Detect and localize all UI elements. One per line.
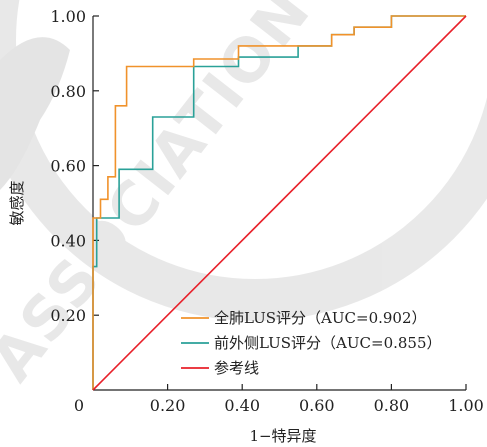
x-tick-label: 0.60 [299,396,335,415]
series-line [92,15,467,391]
x-tick-label: 1.00 [448,396,484,415]
y-tick-label: 1.00 [50,7,86,26]
x-tick-label: 0.80 [374,396,410,415]
x-tick-label: 0 [74,396,84,415]
x-axis-label: 1−特异度 [249,427,316,445]
y-tick-label: 0.60 [50,157,86,176]
y-tick-label: 0.20 [50,306,86,325]
x-tick-label: 0.40 [224,396,260,415]
y-tick-label: 0.40 [50,231,86,250]
legend: 全肺LUS评分（AUC=0.902） 前外侧LUS评分（AUC=0.855） 参考线 [181,309,442,377]
x-tick-label: 0.20 [150,396,186,415]
watermark-ring [0,0,487,321]
legend-label: 前外侧LUS评分（AUC=0.855） [214,334,442,352]
series-lines [92,15,467,391]
y-axis-label: 敏感度 [8,180,26,225]
x-axis-ticks: 0 0.20 0.40 0.60 0.80 1.00 [74,384,484,415]
y-tick-label: 0.80 [50,82,86,101]
legend-label: 参考线 [214,359,259,377]
series-line [92,15,466,390]
legend-label: 全肺LUS评分（AUC=0.902） [214,309,427,327]
y-axis-ticks: 0.20 0.40 0.60 0.80 1.00 [50,7,99,325]
watermark-map-shape [0,37,70,191]
